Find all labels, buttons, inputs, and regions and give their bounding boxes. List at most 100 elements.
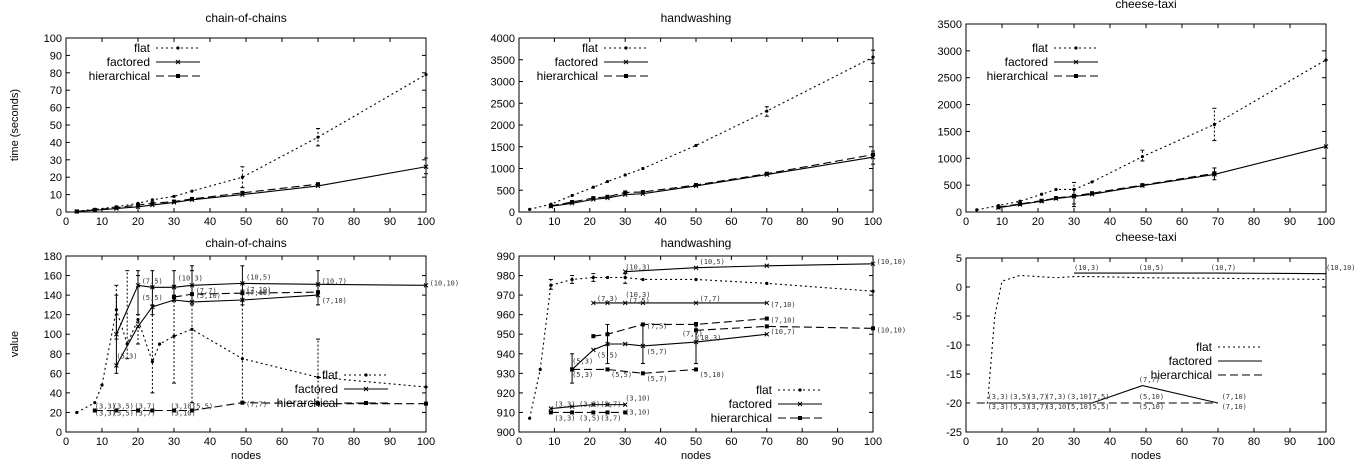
x-tick-label: 20 [132, 436, 144, 448]
legend-marker [176, 46, 180, 50]
point-annotation: (5,10) [196, 292, 221, 300]
data-point [150, 304, 155, 310]
chart-3: 0 10 20 30 40 50 60 70 80 90 100 0 20 40 60 80 100 120 140… [9, 236, 459, 462]
point-annotation: (7,10) [322, 297, 347, 305]
data-point [1054, 187, 1058, 192]
data-point [764, 300, 770, 306]
data-point [538, 367, 542, 372]
data-point [622, 402, 628, 407]
data-point [765, 281, 769, 285]
data-point [693, 265, 699, 271]
data-point [93, 401, 97, 405]
legend-label: factored [295, 382, 338, 396]
data-point [1212, 122, 1216, 127]
legend-label: flat [322, 368, 339, 382]
data-point [641, 277, 645, 282]
point-annotation: (5,3) [572, 358, 593, 366]
y-tick-label: 20 [50, 407, 62, 419]
x-tick-label: 50 [1140, 436, 1152, 448]
point-annotation: (3,10) [170, 403, 195, 411]
point-annotation: (3,7) [134, 403, 155, 411]
point-annotation: (10,3) [625, 264, 650, 272]
point-annotation: (5,10) [1067, 403, 1092, 411]
chart-1: 0 10 20 30 40 50 60 70 80 90 100050010001500200025… [491, 11, 883, 228]
y-tick-label: 3500 [491, 55, 515, 67]
data-point [975, 208, 979, 212]
y-tick-label: 70 [50, 85, 62, 97]
y-tick-label: 120 [44, 310, 62, 322]
point-annotation: (3,3) [554, 401, 575, 409]
y-tick-label: 40 [50, 137, 62, 149]
data-point [605, 275, 610, 280]
legend-label: flat [756, 383, 773, 397]
point-annotation: (10,3) [178, 274, 203, 282]
point-annotation: (3,5) [113, 409, 134, 417]
point-annotation: (3,7) [1027, 393, 1048, 401]
point-annotation: (10,10) [877, 326, 907, 334]
data-point [605, 332, 610, 337]
x-tick-label: 0 [963, 436, 969, 448]
x-tick-label: 10 [96, 436, 108, 448]
point-annotation: (3,10) [1067, 393, 1092, 401]
data-point [135, 282, 141, 288]
y-tick-label: 970 [497, 290, 515, 302]
y-tick-label: 100 [44, 33, 62, 45]
data-point [190, 292, 194, 297]
y-tick-label: 500 [497, 185, 515, 197]
y-tick-label: 900 [497, 427, 515, 439]
data-point [114, 363, 119, 368]
series-line-factored [115, 282, 427, 335]
data-point [1018, 201, 1022, 206]
point-annotation: (5,7) [646, 375, 667, 383]
point-annotation: (5,5) [611, 371, 632, 379]
data-point [114, 408, 119, 413]
point-annotation: (5,5) [142, 294, 163, 302]
data-point [240, 291, 245, 296]
data-point [591, 334, 596, 339]
point-annotation: (7,5) [646, 322, 667, 330]
data-point [316, 375, 320, 379]
data-point [623, 173, 627, 177]
point-annotation: (10,7) [770, 328, 795, 336]
y-tick-label: 920 [497, 388, 515, 400]
chart-title: cheese-taxi [1115, 230, 1176, 244]
chart-0: 0 10 20 30 40 50 60 70 80 90 100 0 10 20 30 40 50 60 70 80 9… [9, 11, 435, 228]
x-tick-label: 50 [1140, 216, 1152, 228]
y-tick-label: 80 [50, 68, 62, 80]
data-point [150, 408, 155, 413]
x-tick-label: 10 [996, 216, 1008, 228]
data-point [190, 408, 194, 413]
x-tick-label: 100 [1317, 216, 1335, 228]
data-point [764, 171, 769, 176]
x-tick-label: 80 [348, 216, 360, 228]
x-tick-label: 30 [619, 216, 631, 228]
data-point [641, 166, 645, 171]
point-annotation: (10,5) [246, 273, 271, 281]
data-point [240, 357, 244, 361]
data-point [316, 182, 320, 187]
series-line-hierarchical-b [593, 318, 767, 337]
legend-marker [624, 46, 628, 50]
x-tick-label: 90 [384, 436, 396, 448]
y-tick-label: 2500 [491, 98, 515, 110]
data-point [764, 316, 769, 321]
data-point [1072, 193, 1076, 198]
data-point [591, 185, 595, 189]
series-line-factored [1074, 272, 1327, 275]
data-point [640, 322, 645, 327]
y-tick-label: 20 [50, 172, 62, 184]
y-tick-label: 1000 [938, 153, 962, 165]
series-line-factored [998, 145, 1327, 209]
x-tick-label: 90 [831, 436, 843, 448]
x-tick-label: 60 [276, 436, 288, 448]
data-point [171, 284, 177, 290]
data-point [423, 282, 429, 288]
point-annotation: (7,3) [597, 295, 618, 303]
y-tick-label: 60 [50, 103, 62, 115]
point-annotation: (10,10) [1326, 264, 1356, 272]
legend-label: hierarchical [711, 411, 772, 425]
legend-marker [798, 416, 802, 420]
data-point [694, 277, 698, 282]
y-tick-label: 3500 [938, 19, 962, 31]
x-tick-label: 30 [1068, 436, 1080, 448]
